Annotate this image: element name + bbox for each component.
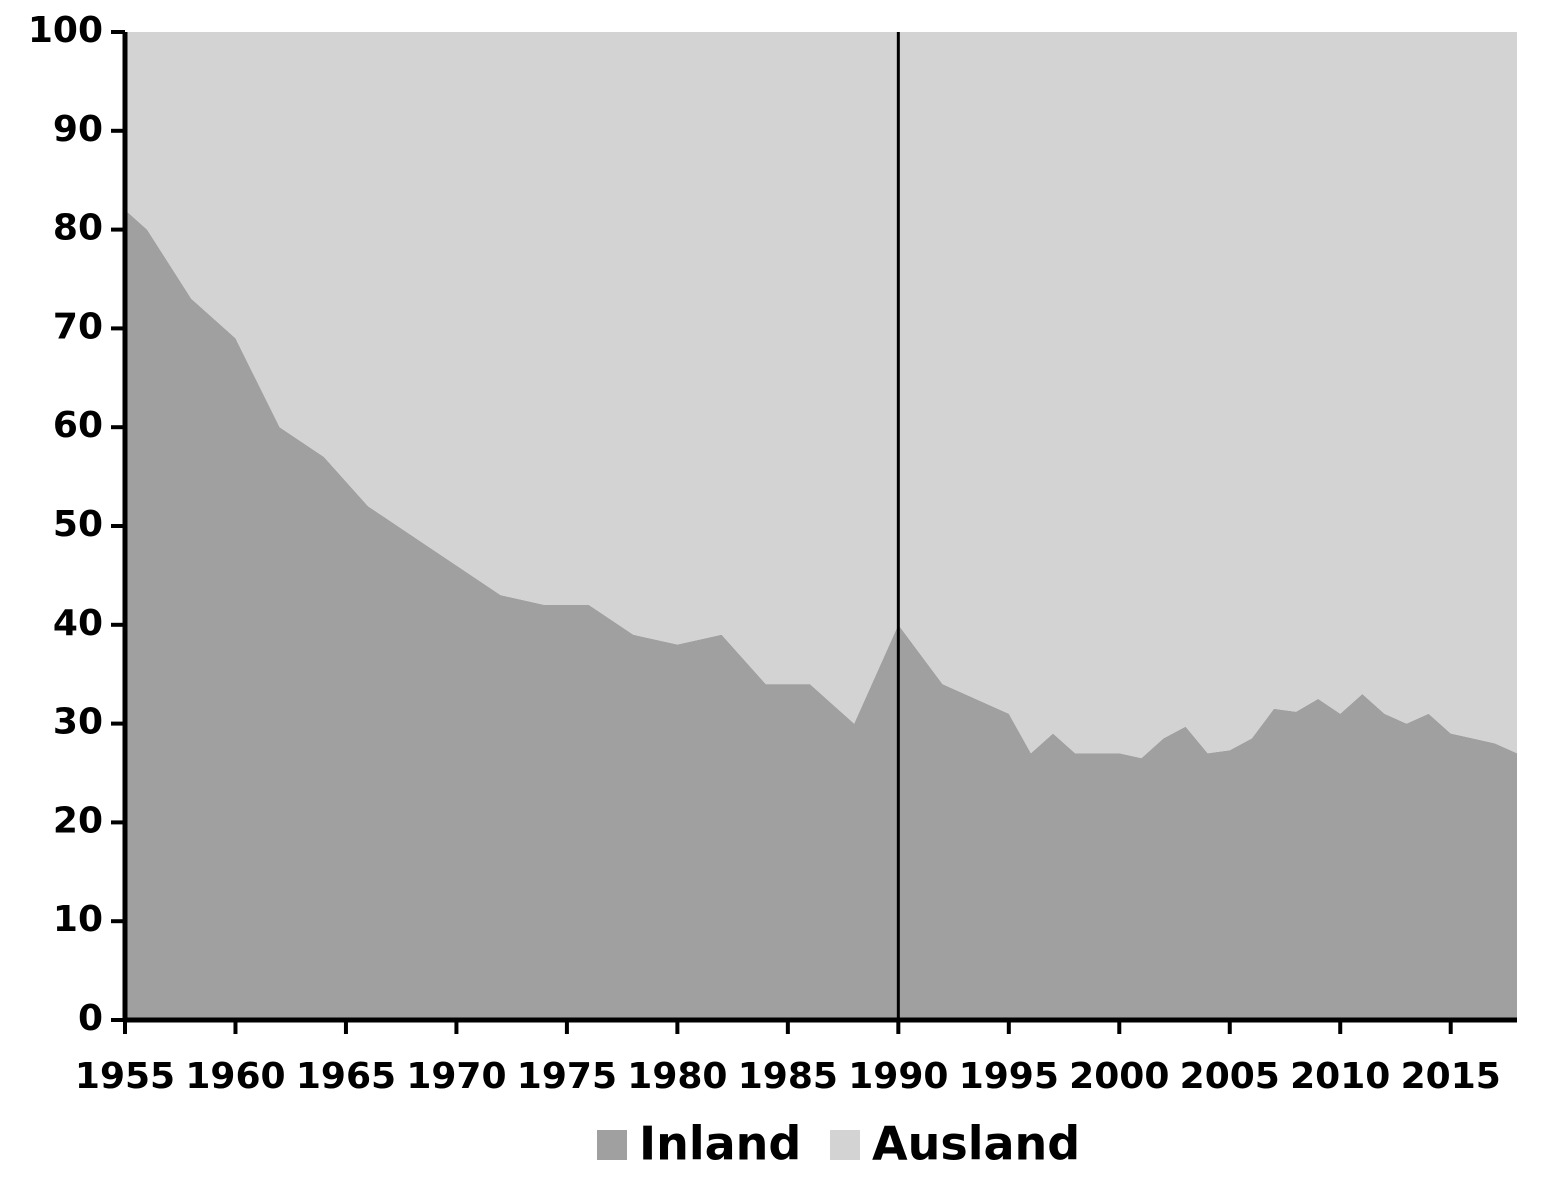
legend-label: Inland (639, 1117, 801, 1171)
x-tick-label: 1975 (517, 1056, 617, 1097)
y-tick-label: 50 (53, 504, 103, 545)
y-tick-label: 40 (53, 603, 103, 644)
x-tick-label: 2000 (1069, 1056, 1169, 1097)
y-tick-label: 90 (53, 109, 103, 150)
legend: Inland Ausland (597, 1117, 1080, 1171)
x-tick-label: 1960 (185, 1056, 285, 1097)
x-tick-label: 1955 (75, 1056, 175, 1097)
x-tick-label: 1985 (738, 1056, 838, 1097)
x-tick-label: 2010 (1290, 1056, 1390, 1097)
y-tick-label: 80 (53, 208, 103, 249)
x-tick-label: 1995 (959, 1056, 1059, 1097)
x-tick-label: 1980 (627, 1056, 727, 1097)
y-tick-label: 100 (28, 10, 103, 51)
y-tick-label: 10 (53, 899, 103, 940)
y-tick-label: 60 (53, 405, 103, 446)
y-tick-label: 70 (53, 306, 103, 347)
y-tick-label: 0 (78, 998, 103, 1039)
area (125, 209, 1517, 1021)
x-tick-label: 2005 (1180, 1056, 1280, 1097)
legend-swatch (597, 1130, 627, 1160)
x-tick-label: 1970 (406, 1056, 506, 1097)
y-tick-label: 20 (53, 800, 103, 841)
legend-swatch (830, 1130, 860, 1160)
y-tick-label: 30 (53, 702, 103, 743)
x-tick-label: 1965 (296, 1056, 396, 1097)
x-tick-label: 1990 (848, 1056, 948, 1097)
area (125, 32, 1517, 759)
x-tick-label: 2015 (1401, 1056, 1501, 1097)
legend-label: Ausland (872, 1117, 1080, 1171)
